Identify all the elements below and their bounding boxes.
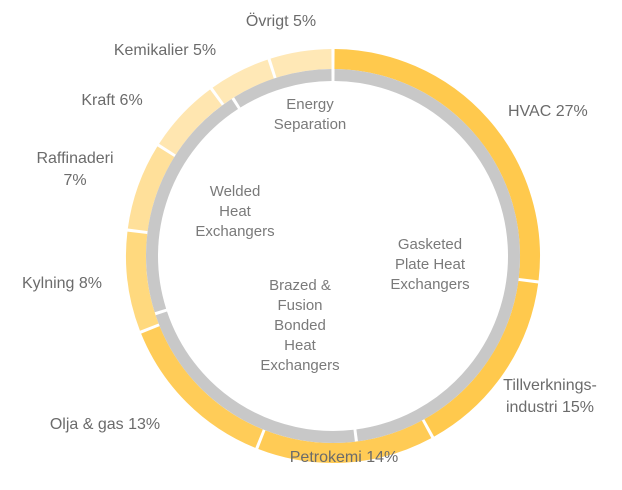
label-line: Plate Heat	[395, 256, 466, 273]
inner-label: Gasketed Plate Heat Exchangers	[390, 236, 469, 293]
inner-label: Welded Heat Exchangers	[195, 183, 274, 240]
label-line: Kemikalier 5%	[114, 42, 216, 59]
label-line: Exchangers	[260, 357, 339, 374]
outer-label: HVAC 27%	[508, 103, 588, 120]
outer-segment	[126, 231, 159, 331]
label-line: Kraft 6%	[81, 92, 142, 109]
label-line: Fusion	[277, 297, 322, 314]
label-line: Separation	[274, 116, 347, 133]
outer-label: Olja & gas 13%	[50, 416, 160, 433]
outer-label: Tillverknings-industri 15%	[503, 377, 597, 416]
inner-segment	[146, 98, 239, 313]
label-line: Tillverknings-	[503, 377, 597, 394]
inner-segment	[234, 69, 332, 108]
outer-label: Kylning 8%	[22, 275, 102, 292]
inner-segment	[155, 311, 355, 443]
label-line: Kylning 8%	[22, 275, 102, 292]
outer-segment	[270, 49, 332, 78]
label-line: Welded	[210, 183, 261, 200]
label-line: Raffinaderi	[36, 150, 113, 167]
outer-label: Raffinaderi 7%	[36, 150, 113, 189]
label-line: Övrigt 5%	[246, 12, 316, 30]
outer-label: Kemikalier 5%	[114, 42, 216, 59]
label-line: HVAC 27%	[508, 103, 588, 120]
outer-segment	[159, 89, 223, 155]
outer-segment	[141, 326, 263, 448]
outer-label: Petrokemi 14%	[290, 449, 399, 466]
label-line: Olja & gas 13%	[50, 416, 160, 433]
label-line: Heat	[219, 203, 252, 220]
outer-segment	[127, 146, 175, 232]
outer-label: Kraft 6%	[81, 92, 142, 109]
outer-segment	[258, 420, 432, 463]
inner-label: Energy Separation	[274, 96, 347, 133]
outer-label: Övrigt 5%	[246, 12, 316, 30]
label-line: Exchangers	[390, 276, 469, 293]
label-line: Gasketed	[398, 236, 462, 253]
inner-label: Brazed & Fusion Bonded Heat Exchangers	[260, 277, 339, 374]
outer-segment	[334, 49, 540, 281]
outer-segment	[424, 280, 539, 437]
label-line: Brazed &	[269, 277, 331, 294]
label-line: 7%	[63, 172, 86, 189]
inner-segment	[334, 69, 520, 442]
outer-segment	[212, 59, 275, 104]
label-line: Petrokemi 14%	[290, 449, 399, 466]
label-line: Bonded	[274, 317, 326, 334]
label-line: Heat	[284, 337, 317, 354]
label-line: industri 15%	[506, 399, 594, 416]
label-line: Energy	[286, 96, 334, 113]
label-line: Exchangers	[195, 223, 274, 240]
